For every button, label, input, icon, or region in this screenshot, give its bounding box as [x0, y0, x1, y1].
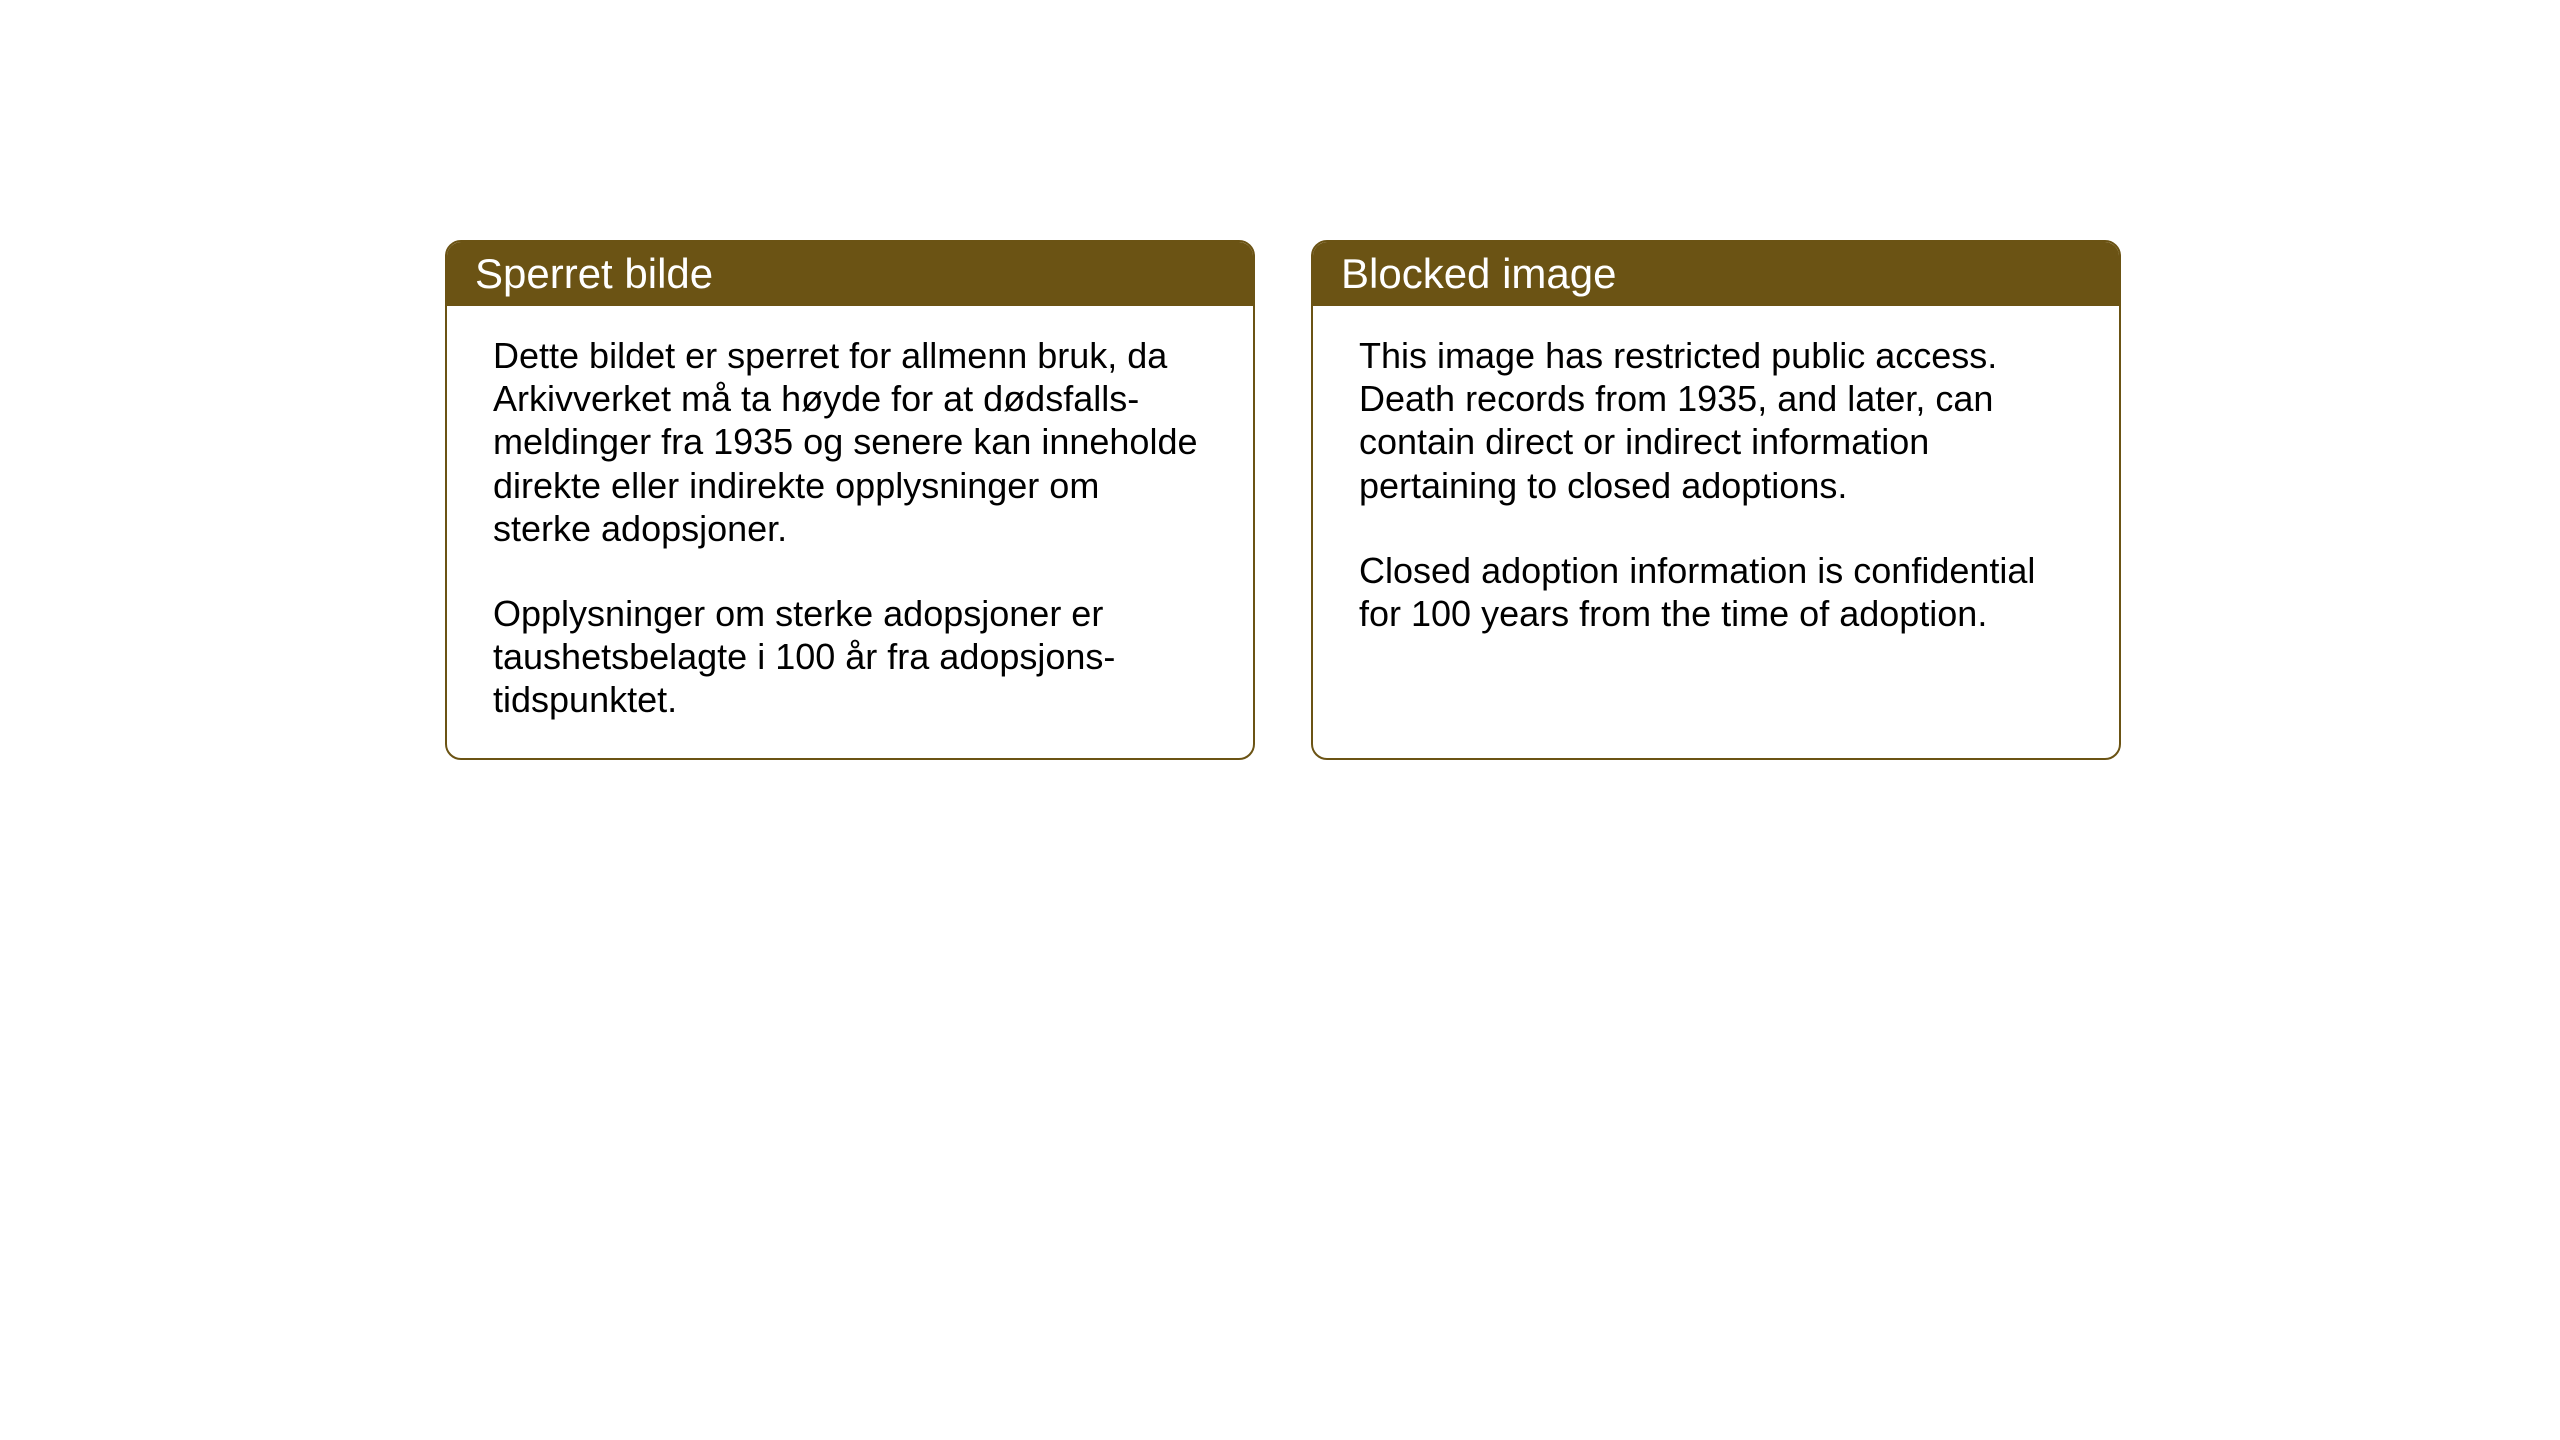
english-notice-title: Blocked image — [1313, 242, 2119, 306]
norwegian-notice-card: Sperret bilde Dette bildet er sperret fo… — [445, 240, 1255, 760]
norwegian-paragraph-2: Opplysninger om sterke adopsjoner er tau… — [493, 592, 1207, 722]
english-notice-card: Blocked image This image has restricted … — [1311, 240, 2121, 760]
norwegian-paragraph-1: Dette bildet er sperret for allmenn bruk… — [493, 334, 1207, 550]
norwegian-notice-title: Sperret bilde — [447, 242, 1253, 306]
norwegian-notice-body: Dette bildet er sperret for allmenn bruk… — [447, 306, 1253, 758]
notice-container: Sperret bilde Dette bildet er sperret fo… — [445, 240, 2121, 760]
english-paragraph-2: Closed adoption information is confident… — [1359, 549, 2073, 635]
english-paragraph-1: This image has restricted public access.… — [1359, 334, 2073, 507]
english-notice-body: This image has restricted public access.… — [1313, 306, 2119, 671]
